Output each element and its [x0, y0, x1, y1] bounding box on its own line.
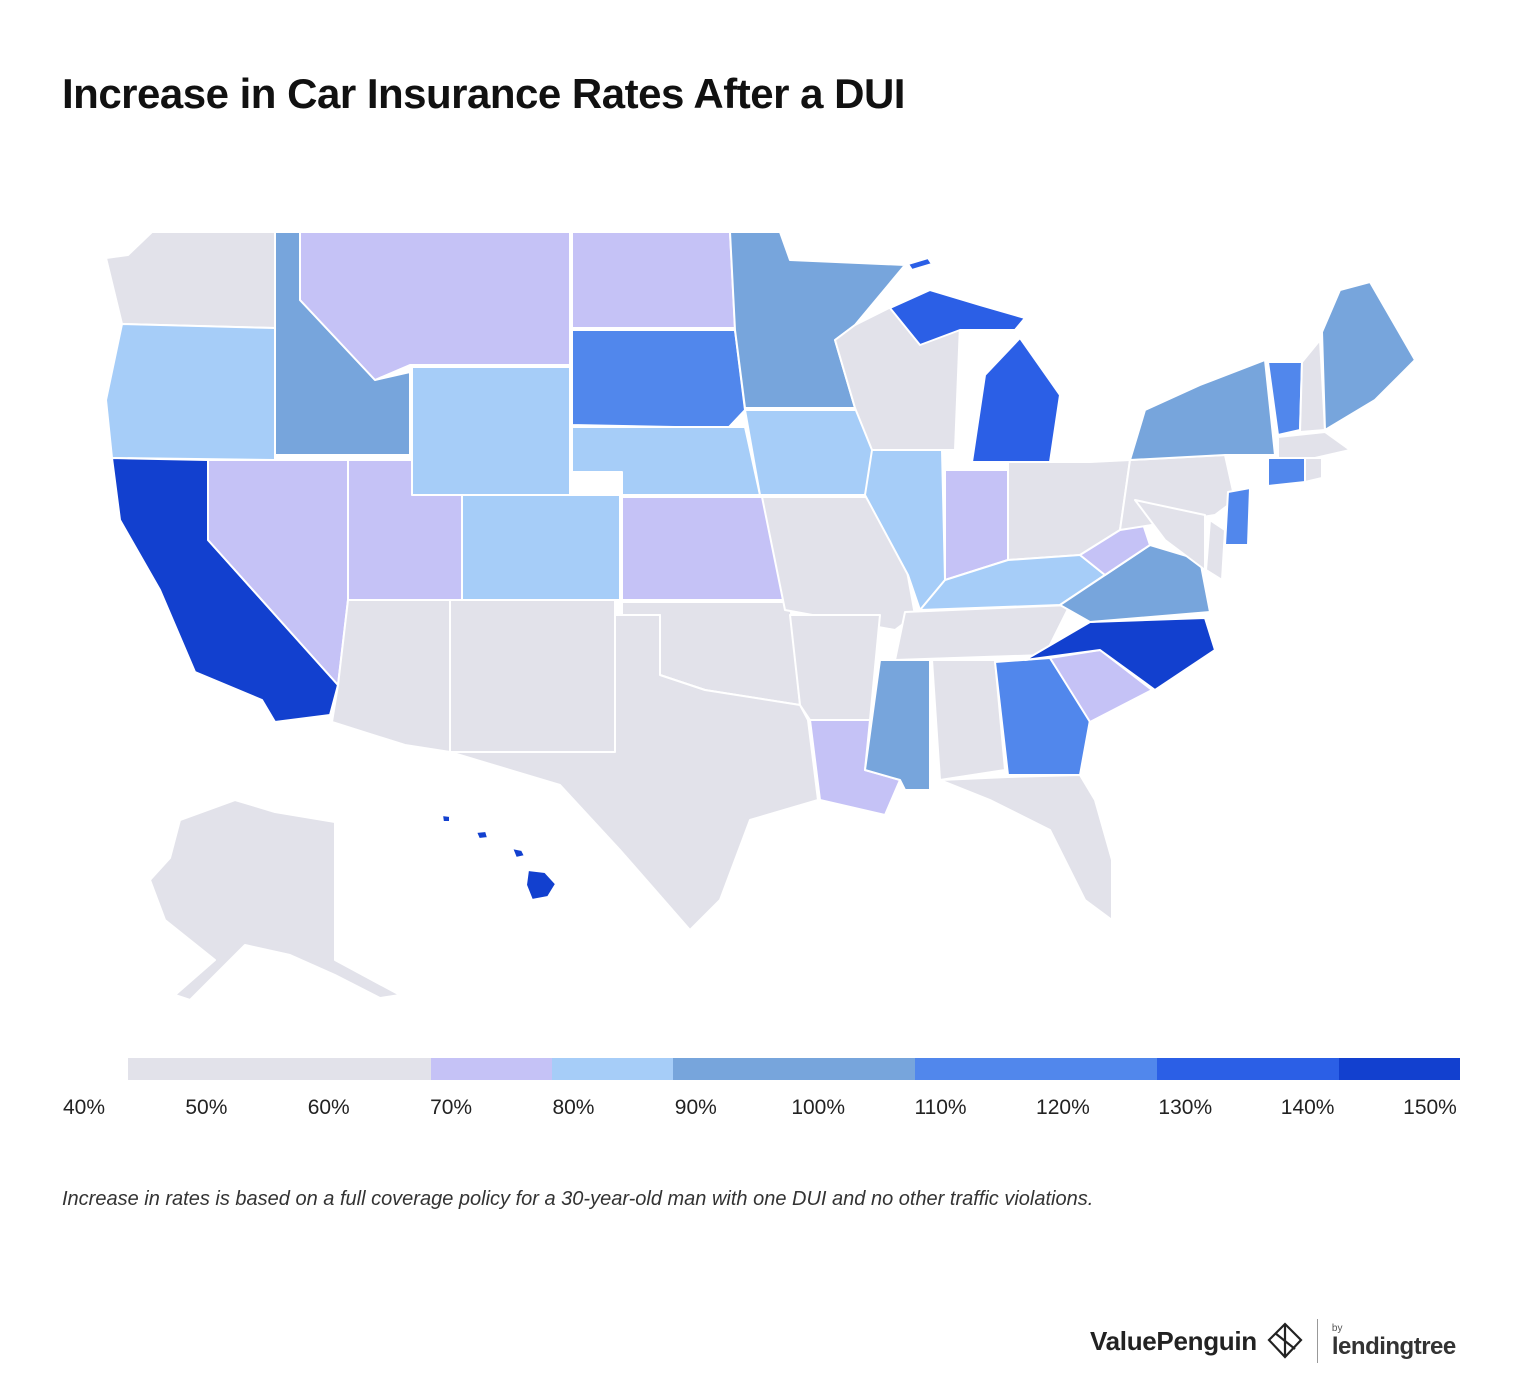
- legend-segment-3: [672, 1058, 916, 1080]
- legend-tick-label: 120%: [1036, 1096, 1090, 1119]
- state-hi-maui[interactable]: [511, 847, 526, 859]
- state-hi-kauai[interactable]: [441, 814, 451, 823]
- legend-segment-0: [128, 1058, 431, 1080]
- state-nj[interactable]: [1224, 487, 1251, 546]
- state-mi-upper[interactable]: [889, 289, 1026, 346]
- state-ak[interactable]: [149, 799, 401, 1001]
- state-ms[interactable]: [864, 659, 931, 791]
- state-ma[interactable]: [1277, 431, 1351, 459]
- state-md[interactable]: [1134, 499, 1206, 571]
- state-co[interactable]: [461, 494, 621, 601]
- state-wy[interactable]: [411, 366, 571, 496]
- legend-segment-4: [915, 1058, 1158, 1080]
- legend-tick-label: 90%: [674, 1096, 717, 1119]
- us-choropleth-map: [105, 231, 1416, 1001]
- valuepenguin-wordmark: ValuePenguin: [1090, 1325, 1257, 1356]
- legend-tick-label: 110%: [914, 1096, 967, 1119]
- legend-tick-label: 140%: [1280, 1096, 1335, 1119]
- state-nm[interactable]: [449, 599, 616, 753]
- state-or[interactable]: [105, 323, 276, 461]
- state-nd[interactable]: [571, 231, 736, 329]
- state-de[interactable]: [1205, 519, 1226, 581]
- legend-tick-label: 100%: [791, 1096, 846, 1119]
- state-hi-oahu[interactable]: [475, 830, 489, 840]
- legend-ticks: 40% 50% 60% 70% 80% 90% 100% 110% 120% 130% 140% 15…: [60, 1096, 1480, 1126]
- legend-segment-2: [551, 1058, 673, 1080]
- state-nh[interactable]: [1299, 339, 1326, 433]
- state-ia[interactable]: [744, 409, 876, 496]
- state-sd[interactable]: [571, 329, 746, 429]
- legend-tick-label: 130%: [1158, 1096, 1213, 1119]
- state-al[interactable]: [931, 659, 1006, 781]
- state-mt[interactable]: [299, 231, 571, 381]
- state-mi-isle[interactable]: [907, 257, 933, 271]
- legend-tick-label: 150%: [1403, 1096, 1457, 1119]
- map-title: Increase in Car Insurance Rates After a …: [62, 70, 905, 117]
- by-label: by: [1331, 1322, 1343, 1334]
- footnote: Increase in rates is based on a full cov…: [62, 1188, 1094, 1210]
- state-hi[interactable]: [525, 869, 557, 901]
- state-az[interactable]: [331, 599, 451, 753]
- state-fl[interactable]: [939, 774, 1113, 921]
- brand-logo: ValuePenguin by lendingtree: [1090, 1318, 1456, 1364]
- lendingtree-logo: by lendingtree: [1331, 1322, 1456, 1360]
- legend-tick-label: 50%: [185, 1096, 228, 1119]
- legend-segment-6: [1338, 1058, 1460, 1080]
- state-ar[interactable]: [789, 614, 881, 721]
- state-me[interactable]: [1321, 281, 1416, 431]
- state-mi[interactable]: [971, 337, 1061, 463]
- legend-segment-1: [430, 1058, 552, 1080]
- state-ri[interactable]: [1304, 457, 1323, 483]
- legend-color-bar: [128, 1058, 1460, 1080]
- valuepenguin-logo-icon: [1267, 1322, 1303, 1359]
- state-tx[interactable]: [449, 614, 819, 931]
- state-ct[interactable]: [1267, 457, 1306, 487]
- state-vt[interactable]: [1267, 361, 1303, 436]
- state-wa[interactable]: [105, 231, 276, 329]
- legend-tick-label: 40%: [62, 1096, 106, 1119]
- state-ks[interactable]: [621, 496, 786, 601]
- brand-divider: [1316, 1319, 1318, 1363]
- legend-tick-label: 80%: [552, 1096, 595, 1119]
- legend-segment-5: [1157, 1058, 1339, 1080]
- state-ne[interactable]: [571, 426, 761, 496]
- state-ny[interactable]: [1129, 359, 1276, 461]
- lendingtree-wordmark: lendingtree: [1331, 1332, 1456, 1360]
- legend-tick-label: 70%: [430, 1096, 473, 1119]
- legend-tick-label: 60%: [307, 1096, 350, 1119]
